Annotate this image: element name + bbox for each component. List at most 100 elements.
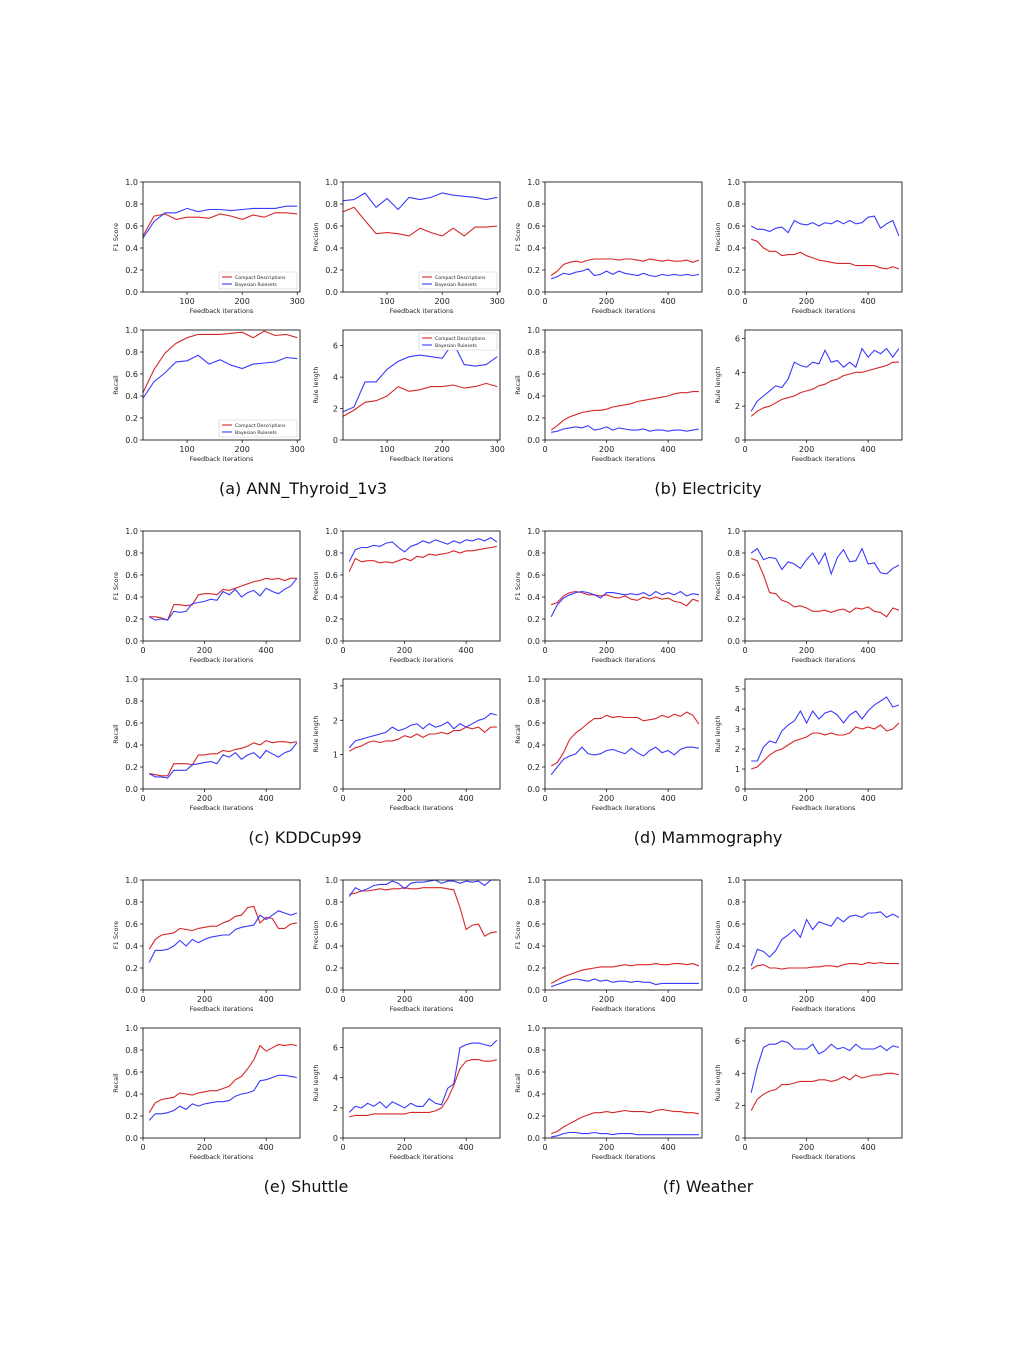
x-tick-label: 0 [542,794,547,803]
y-tick-label: 0.4 [325,244,338,253]
y-tick-label: 1.0 [125,527,138,536]
plot-frame [142,530,301,642]
y-tick-label: 0.6 [325,222,338,231]
legend-label-compact: Compact Descriptions [235,275,286,281]
chart-b-recall: 0.0 0.2 0.4 0.6 0.8 1.0 0 200 400 Feedback iterat… [514,326,703,463]
y-tick-label: 0.8 [727,898,740,907]
plot-frame [744,678,903,790]
y-tick-label: 0.2 [125,266,138,275]
x-tick-label: 200 [397,646,412,655]
y-axis-label: F1 Score [112,572,120,600]
x-axis-label: Feedback iterations [390,307,454,315]
y-tick-label: 0.0 [527,637,540,646]
x-tick-label: 300 [490,445,505,454]
plot-frame [544,530,703,642]
plot-frame [744,530,903,642]
chart-f-prec: 0.0 0.2 0.4 0.6 0.8 1.0 0 200 400 Feedback iterat… [714,876,903,1013]
y-tick-label: 0.2 [527,763,540,772]
x-axis-label: Feedback iterations [592,1153,656,1161]
x-axis-label: Feedback iterations [792,455,856,463]
chart-f-f1: 0.0 0.2 0.4 0.6 0.8 1.0 0 200 400 Feedback iterat… [514,876,703,1013]
series-line-compact [348,726,497,752]
x-tick-label: 100 [379,445,394,454]
y-tick-label: 0.6 [527,1068,540,1077]
x-tick-label: 0 [542,1143,547,1152]
x-tick-label: 300 [290,445,305,454]
plot-frame [142,181,301,293]
series-line-compact [551,1108,699,1135]
y-tick-label: 0.4 [325,593,338,602]
y-axis-label: Precision [714,571,722,600]
x-axis-label: Feedback iterations [592,656,656,664]
y-tick-label: 0.4 [125,593,138,602]
y-tick-label: 0.6 [527,719,540,728]
chart-e-prec: 0.0 0.2 0.4 0.6 0.8 1.0 0 200 400 Feedback iterat… [312,876,501,1013]
y-tick-label: 0.0 [125,637,138,646]
y-tick-label: 4 [735,705,740,714]
plot-frame [544,181,703,293]
y-tick-label: 0.4 [527,741,540,750]
y-tick-label: 0.0 [325,986,338,995]
y-axis-label: Recall [514,724,522,744]
y-tick-label: 1.0 [125,178,138,187]
y-axis-label: Precision [312,920,320,949]
x-axis-label: Feedback iterations [190,307,254,315]
y-tick-label: 6 [735,1037,740,1046]
series-line-compact [148,1043,297,1113]
y-tick-label: 0.4 [527,1090,540,1099]
series-line-compact [550,391,699,431]
x-tick-label: 400 [660,995,675,1004]
y-tick-label: 0.4 [727,942,740,951]
y-tick-label: 2 [333,1104,338,1113]
legend-box [418,332,498,351]
chart-b-prec: 0.0 0.2 0.4 0.6 0.8 1.0 0 200 400 Feedback iterat… [714,178,903,315]
x-tick-label: 400 [860,995,875,1004]
x-tick-label: 0 [140,1143,145,1152]
x-tick-label: 200 [799,445,814,454]
x-tick-label: 400 [258,995,273,1004]
y-tick-label: 1.0 [125,675,138,684]
chart-c-recall: 0.0 0.2 0.4 0.6 0.8 1.0 0 200 400 Feedback iterat… [112,675,301,812]
y-axis-label: Precision [312,222,320,251]
legend-label-bayesian: Bayesian Rulesets [435,282,477,288]
chart-d-recall: 0.0 0.2 0.4 0.6 0.8 1.0 0 200 400 Feedback iterat… [514,675,703,812]
y-tick-label: 1.0 [527,876,540,885]
chart-d-rule: 0 1 2 3 4 5 0 200 400 Feedback iterations Rule len… [714,678,903,812]
x-tick-label: 400 [860,297,875,306]
y-tick-label: 5 [735,685,740,694]
plot-frame [342,678,501,790]
y-tick-label: 0.2 [125,615,138,624]
x-tick-label: 0 [542,995,547,1004]
plot-frame [342,181,501,293]
x-axis-label: Feedback iterations [390,804,454,812]
y-tick-label: 0.2 [527,1112,540,1121]
series-line-compact [551,590,700,607]
y-axis-label: Rule length [312,1065,320,1102]
caption-b: (b) Electricity [654,479,762,498]
chart-b-f1: 0.0 0.2 0.4 0.6 0.8 1.0 0 200 400 Feedback iterat… [514,178,703,315]
y-tick-label: 4 [735,368,740,377]
y-axis-label: Rule length [714,367,722,404]
plot-frame [544,879,703,991]
plot-frame [544,329,703,441]
series-line-compact [148,905,297,950]
series-line-compact [751,238,900,270]
y-axis-label: F1 Score [514,223,522,251]
x-tick-label: 200 [435,297,450,306]
y-tick-label: 0.0 [727,288,740,297]
x-tick-label: 400 [660,1143,675,1152]
y-tick-label: 0.2 [727,964,740,973]
y-tick-label: 1.0 [125,1024,138,1033]
series-line-bayesian [142,354,298,399]
y-tick-label: 1.0 [325,178,338,187]
y-tick-label: 0.0 [527,986,540,995]
y-tick-label: 0.4 [727,244,740,253]
series-line-bayesian [751,696,900,762]
chart-e-rule: 0 2 4 6 0 200 400 Feedback iterations Rule lengt… [312,1027,501,1161]
legend-box [418,271,498,290]
y-tick-label: 0.8 [527,549,540,558]
x-axis-label: Feedback iterations [792,1005,856,1013]
